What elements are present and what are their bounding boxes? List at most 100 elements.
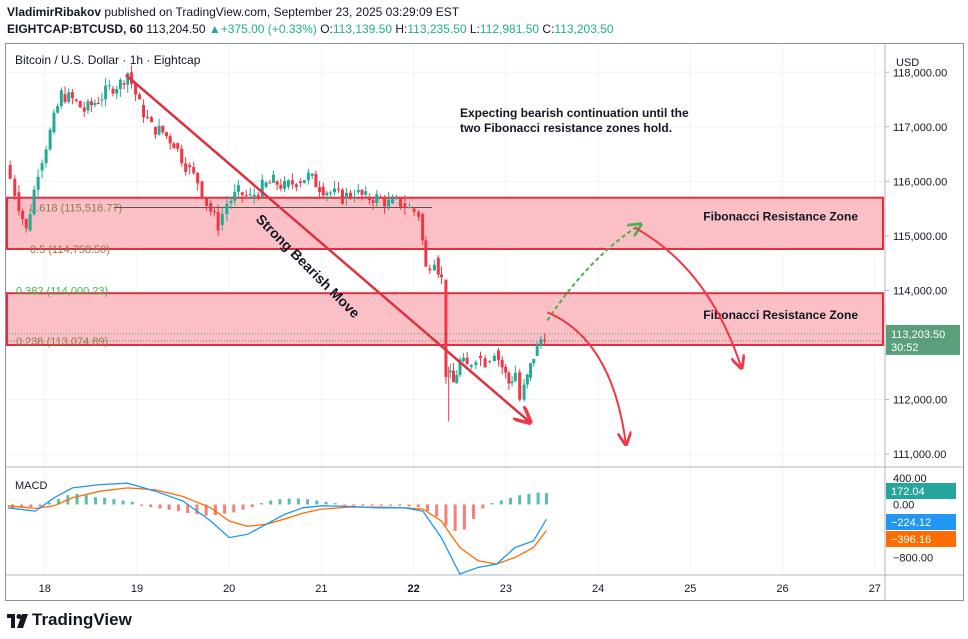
candle-bullish — [220, 214, 224, 225]
currency-label[interactable]: USD — [896, 57, 919, 69]
candle-bearish — [82, 107, 86, 112]
candle-bullish — [492, 355, 496, 361]
macd-histogram-bar — [333, 503, 337, 505]
author-name[interactable]: VladimirRibakov — [7, 5, 102, 19]
fib-price: (114,000.23) — [47, 285, 109, 297]
candle-bearish — [142, 105, 146, 118]
macd-histogram-bar — [278, 499, 282, 505]
candle-bearish — [340, 189, 344, 204]
candle-bearish — [465, 357, 469, 365]
candle-bearish — [205, 198, 209, 206]
fib-ratio: 0.238 — [16, 336, 44, 348]
macd-histogram-bar — [416, 504, 420, 508]
candle-bearish — [412, 208, 416, 212]
candle-bearish — [146, 117, 150, 119]
fib-levels: 0.618 (115,516.77) 0.5 (114,758.50) 0.382 … — [8, 203, 884, 348]
macd-histogram-bar — [112, 499, 116, 505]
candle-bullish — [532, 358, 536, 364]
candle-bearish — [336, 188, 340, 190]
candle-bearish — [543, 339, 547, 341]
macd-histogram-bar — [472, 504, 476, 520]
time-tick-label: 27 — [869, 583, 881, 595]
candles — [8, 65, 547, 422]
candle-bearish — [421, 214, 425, 241]
candle-bearish — [440, 274, 444, 278]
candle-bearish — [444, 279, 448, 377]
candle-bearish — [417, 211, 421, 217]
drawings — [6, 74, 884, 443]
candle-bullish — [461, 357, 465, 362]
candle-bullish — [469, 364, 473, 367]
fib-price: (113,074.89) — [47, 336, 109, 348]
time-tick-label: 22 — [408, 583, 420, 595]
macd-histogram-bar — [130, 501, 134, 505]
candle-bearish — [122, 83, 126, 85]
candle-bearish — [150, 117, 154, 123]
low-label: L: — [469, 22, 480, 36]
candle-bullish — [233, 191, 237, 201]
macd-histogram-bar — [259, 503, 263, 505]
candle-bullish — [225, 203, 229, 215]
macd-histogram-bar — [103, 497, 107, 505]
candle-bullish — [40, 163, 44, 171]
candle-bullish — [432, 264, 436, 271]
macd-histogram-bar — [269, 500, 273, 505]
macd-value-label: 172.04 — [891, 486, 925, 498]
candle-bearish — [496, 350, 500, 360]
candle-bearish — [216, 211, 220, 231]
macd-histogram-bar — [213, 504, 217, 516]
axes: 111,000.00112,000.00113,000.00114,000.00… — [6, 44, 963, 600]
candle-bullish — [302, 180, 306, 184]
macd-histogram-bar — [232, 504, 236, 513]
fib-ratio: 0.618 — [30, 203, 58, 215]
candle-bearish — [436, 257, 440, 275]
macd-value-badge — [886, 483, 956, 499]
candle-bearish — [192, 167, 196, 173]
candle-bearish — [452, 370, 456, 383]
macd-histogram-bar — [29, 504, 33, 508]
candle-bullish — [118, 79, 122, 90]
time-tick-label: 19 — [131, 583, 143, 595]
fib-price: (115,516.77) — [61, 203, 123, 215]
candle-bearish — [176, 143, 180, 149]
macd-label: MACD — [15, 480, 47, 492]
candle-bearish — [21, 210, 25, 219]
macd-tick-label: −800.00 — [893, 552, 933, 564]
macd-histogram-bar — [158, 504, 162, 509]
macd-histogram-bar — [140, 504, 144, 506]
macd-histogram-bar — [204, 504, 208, 516]
macd-histogram-bar — [361, 504, 365, 506]
candle-bearish — [212, 211, 216, 213]
candle-bearish — [63, 94, 67, 102]
candle-bearish — [294, 184, 298, 188]
candle-bearish — [518, 372, 522, 400]
candle-bullish — [352, 197, 356, 199]
ohlc-line: EIGHTCAP:BTCUSD, 60 113,204.50 ▲+375.00 … — [7, 22, 614, 36]
candle-bearish — [371, 200, 375, 204]
symbol-label[interactable]: EIGHTCAP:BTCUSD, 60 — [7, 22, 144, 36]
macd-histogram-bar — [324, 501, 328, 505]
macd-histogram-bar — [121, 500, 125, 505]
candle-bearish — [209, 203, 213, 212]
candle-bullish — [510, 381, 514, 384]
candle-bearish — [89, 101, 93, 106]
macd-tick-label: 0.00 — [893, 499, 914, 511]
candle-bearish — [348, 192, 352, 198]
candle-bullish — [364, 191, 368, 195]
candle-bearish — [70, 92, 74, 99]
candle-bearish — [78, 101, 82, 108]
candle-bullish — [535, 344, 539, 356]
macd-histogram-bar — [527, 493, 531, 505]
macd-histogram-bar — [544, 493, 548, 505]
candle-bearish — [96, 102, 100, 104]
tradingview-logo[interactable]: TradingView — [7, 610, 132, 630]
last-price-label: 113,203.50 — [891, 329, 945, 341]
candle-bearish — [240, 192, 244, 195]
candle-bullish — [52, 112, 56, 133]
fib-ratio: 0.5 — [30, 244, 45, 256]
candle-bullish — [356, 189, 360, 193]
price-tick-label: 116,000.00 — [893, 176, 947, 188]
macd-histogram-bar — [75, 493, 79, 505]
note-line-2: two Fibonacci resistance zones hold. — [460, 121, 672, 135]
